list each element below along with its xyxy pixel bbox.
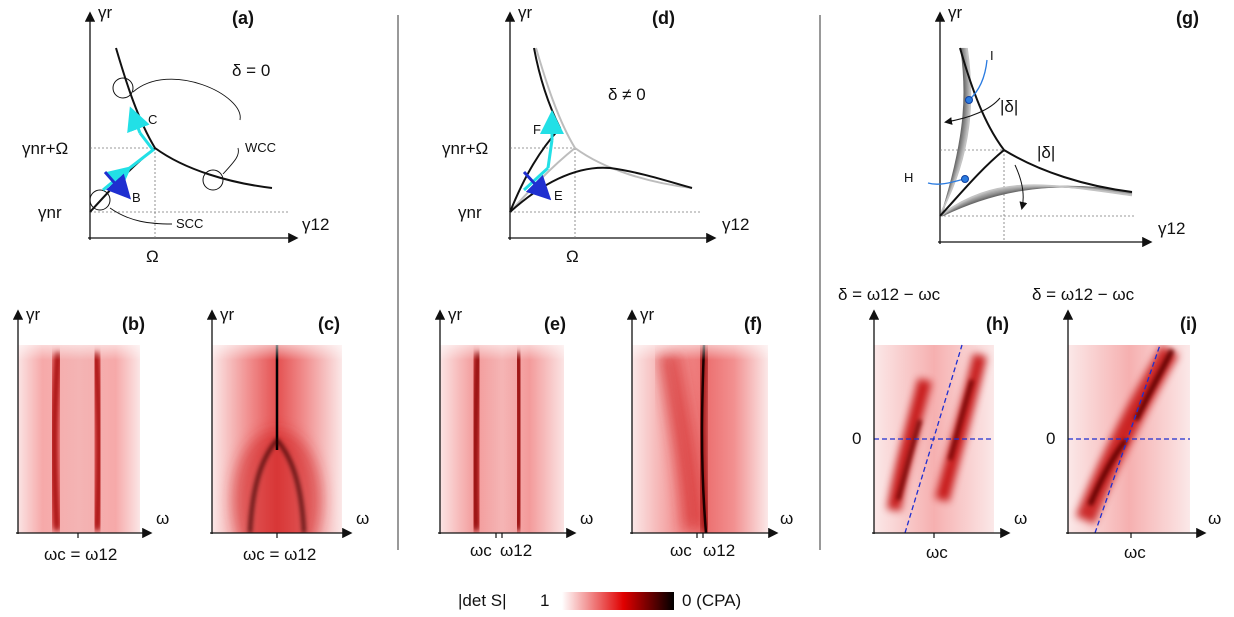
panel-d: γr γ12 (d) δ ≠ 0 γnr+Ω γnr Ω E F	[442, 3, 749, 266]
panel-f-xtick-2: ω12	[703, 541, 735, 560]
panel-h-xaxis: ω	[1014, 509, 1027, 528]
panel-a-upper-branch	[115, 47, 273, 189]
panel-f-xaxis: ω	[780, 509, 793, 528]
panel-e-yaxis: γr	[448, 305, 463, 324]
panel-g-yaxis: γr	[948, 3, 963, 22]
panel-c-yaxis: γr	[220, 305, 235, 324]
panel-c: γr ω (c) ωc = ω12	[206, 305, 369, 564]
panel-b-yaxis: γr	[26, 305, 41, 324]
panel-d-pt-f: F	[533, 122, 541, 137]
panel-a: γr γ12 (a) δ = 0 γnr+Ω γnr Ω WCC SCC B C	[22, 3, 329, 266]
panel-g-delta-lower: |δ|	[1037, 143, 1055, 162]
panel-i-xaxis: ω	[1208, 509, 1221, 528]
panel-b: γr ω (b) ωc = ω12	[12, 305, 169, 564]
panel-h-tag: (h)	[986, 314, 1009, 334]
panel-f: γr ω (f) ωc ω12	[626, 305, 793, 560]
panel-g-pt-h: H	[904, 170, 913, 185]
panel-d-ytick-lower: γnr	[458, 203, 482, 222]
panel-d-delta: δ ≠ 0	[608, 85, 646, 104]
panel-g-pt-i: I	[990, 48, 994, 63]
panel-e-tag: (e)	[544, 314, 566, 334]
panel-a-yaxis: γr	[98, 3, 113, 22]
panel-a-delta: δ = 0	[232, 61, 270, 80]
panel-g-fan-lower-curve	[941, 184, 1133, 215]
panel-c-tag: (c)	[318, 314, 340, 334]
panel-b-xtick: ωc = ω12	[44, 545, 117, 564]
panel-f-tag: (f)	[744, 314, 762, 334]
panel-c-xtick: ωc = ω12	[243, 545, 316, 564]
panel-i-xtick: ωc	[1124, 543, 1146, 562]
panel-d-tag: (d)	[652, 8, 675, 28]
panel-a-xtick: Ω	[146, 247, 159, 266]
panel-g-tag: (g)	[1176, 8, 1199, 28]
panel-f-xtick-1: ωc	[670, 541, 692, 560]
panel-e-xtick-1: ωc	[470, 541, 492, 560]
colorbar-max-label: 0 (CPA)	[682, 591, 741, 610]
panel-b-tag: (b)	[122, 314, 145, 334]
panel-a-xaxis: γ12	[302, 215, 329, 234]
panel-a-ytick-lower: γnr	[38, 203, 62, 222]
panel-h-xtick: ωc	[926, 543, 948, 562]
panel-d-ytick-upper: γnr+Ω	[442, 139, 488, 158]
panel-a-tag: (a)	[232, 8, 254, 28]
panel-d-lower-branch	[509, 166, 693, 213]
panel-i-ytick: 0	[1046, 429, 1055, 448]
panel-h-ytick: 0	[852, 429, 861, 448]
panel-e-xaxis: ω	[580, 509, 593, 528]
panel-a-ytick-upper: γnr+Ω	[22, 139, 68, 158]
panel-g: γr γ12 (g) |δ| |δ| I H	[904, 3, 1199, 248]
colorbar-min-label: 1	[540, 591, 549, 610]
panel-d-xaxis: γ12	[722, 215, 749, 234]
panel-i-tag: (i)	[1180, 314, 1197, 334]
panel-a-pt-b: B	[132, 190, 141, 205]
panel-a-pt-c: C	[148, 112, 157, 127]
panel-d-pt-e: E	[554, 188, 563, 203]
panel-g-delta-upper: |δ|	[1000, 97, 1018, 116]
panel-g-fan-upper-curve	[941, 47, 966, 214]
colorbar: |det S| 1 0 (CPA)	[458, 591, 741, 610]
panel-e: γr ω (e) ωc ω12	[434, 305, 593, 560]
panel-d-yaxis: γr	[518, 3, 533, 22]
panel-g-fan-upper-curve	[941, 47, 967, 214]
panel-a-scc: SCC	[176, 216, 203, 231]
panel-g-fan-upper-curve	[941, 47, 972, 211]
panel-e-xtick-2: ω12	[500, 541, 532, 560]
panel-i-yaxis: δ = ω12 − ωc	[1032, 285, 1135, 304]
panel-b-xaxis: ω	[156, 509, 169, 528]
panel-c-xaxis: ω	[356, 509, 369, 528]
panel-a-wcc: WCC	[245, 140, 276, 155]
colorbar-label: |det S|	[458, 591, 507, 610]
panel-d-xtick: Ω	[566, 247, 579, 266]
colorbar-gradient	[562, 592, 674, 610]
panel-g-xaxis: γ12	[1158, 219, 1185, 238]
panel-h: δ = ω12 − ωc ω (h) 0 ωc	[838, 285, 1027, 562]
panel-f-yaxis: γr	[640, 305, 655, 324]
panel-h-yaxis: δ = ω12 − ωc	[838, 285, 941, 304]
panel-i: δ = ω12 − ωc ω (i) 0 ωc	[1032, 285, 1221, 562]
